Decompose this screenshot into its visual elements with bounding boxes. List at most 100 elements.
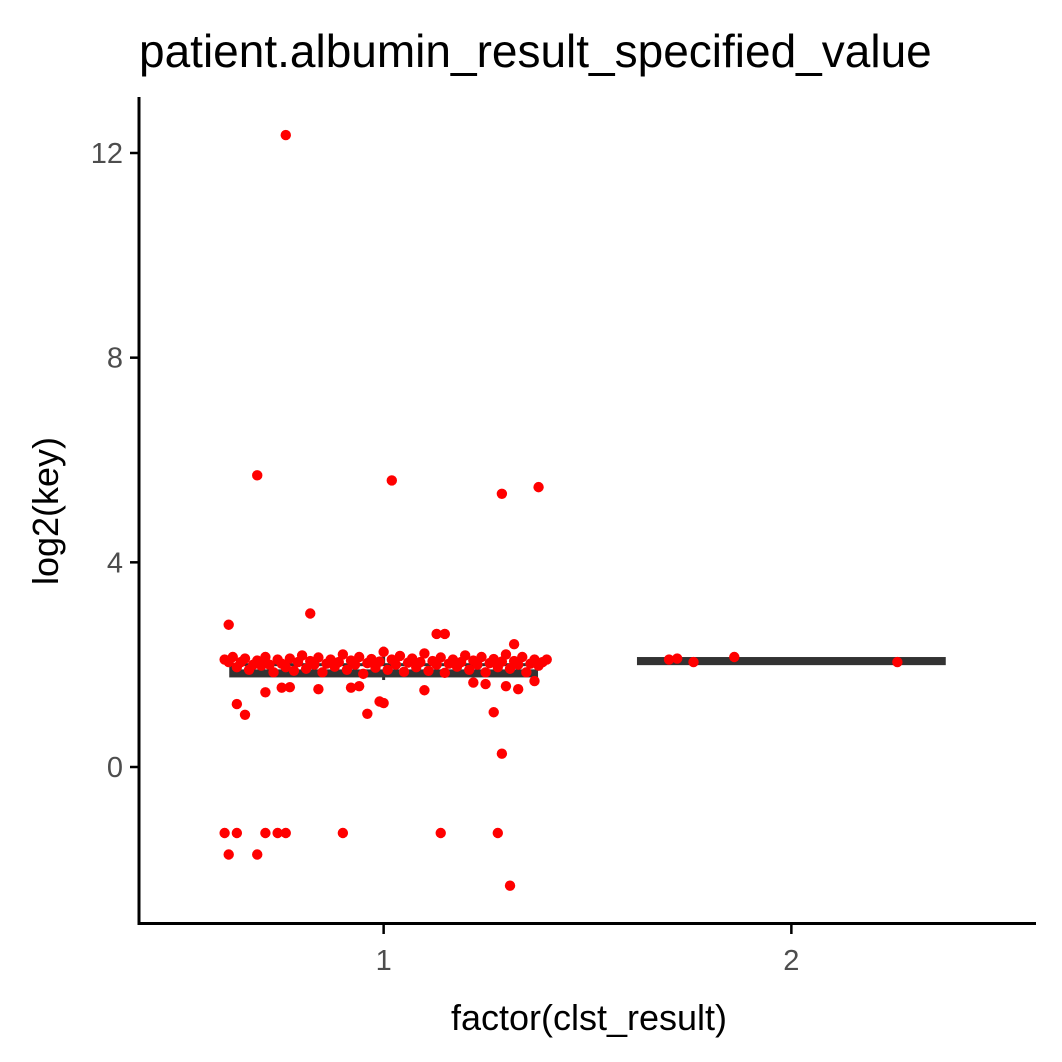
data-point bbox=[349, 659, 361, 670]
data-point bbox=[508, 639, 520, 650]
data-point bbox=[688, 656, 699, 668]
data-point bbox=[517, 651, 528, 663]
y-tick-label: 0 bbox=[107, 752, 123, 784]
data-point bbox=[504, 663, 516, 674]
data-point bbox=[419, 648, 430, 659]
data-point bbox=[500, 649, 512, 660]
data-point bbox=[492, 827, 503, 839]
data-point bbox=[529, 675, 540, 687]
data-point bbox=[496, 748, 508, 759]
data-point bbox=[533, 481, 544, 493]
data-point bbox=[231, 827, 243, 839]
data-point bbox=[415, 656, 426, 668]
data-point bbox=[488, 653, 499, 665]
data-point bbox=[341, 664, 353, 675]
data-point bbox=[476, 651, 487, 663]
data-point bbox=[296, 650, 308, 661]
data-point bbox=[239, 709, 251, 721]
data-point bbox=[378, 646, 389, 658]
y-tick-label: 4 bbox=[107, 547, 123, 579]
data-point bbox=[333, 656, 344, 668]
data-point bbox=[284, 681, 296, 693]
data-point bbox=[268, 667, 279, 678]
data-point bbox=[305, 608, 316, 619]
data-point bbox=[480, 667, 491, 678]
data-point bbox=[406, 653, 418, 664]
chart-title: patient.albumin_result_specified_value bbox=[139, 25, 932, 77]
data-point bbox=[260, 687, 271, 698]
data-point bbox=[459, 650, 471, 661]
data-point bbox=[280, 662, 291, 673]
data-point bbox=[260, 651, 271, 663]
data-point bbox=[374, 656, 385, 667]
data-point bbox=[280, 129, 291, 141]
y-tick-label: 12 bbox=[91, 138, 123, 170]
data-point bbox=[435, 652, 446, 663]
data-point bbox=[504, 880, 516, 891]
data-point bbox=[227, 651, 238, 663]
data-point bbox=[480, 678, 491, 690]
y-tick-label: 8 bbox=[107, 343, 123, 375]
data-point bbox=[512, 684, 524, 695]
x-tick-label: 2 bbox=[783, 945, 799, 977]
data-point bbox=[729, 651, 740, 663]
data-point bbox=[300, 663, 312, 674]
data-point bbox=[313, 652, 324, 663]
data-point bbox=[390, 659, 402, 670]
data-point bbox=[264, 659, 275, 670]
data-point bbox=[488, 707, 499, 718]
data-point bbox=[472, 659, 483, 670]
data-point bbox=[892, 656, 903, 668]
x-axis-title: factor(clst_result) bbox=[451, 997, 727, 1038]
data-point bbox=[423, 665, 434, 677]
data-point bbox=[468, 677, 479, 688]
data-point bbox=[541, 654, 552, 665]
data-point bbox=[252, 849, 263, 860]
data-point bbox=[464, 664, 475, 675]
data-point bbox=[345, 682, 357, 693]
data-point bbox=[337, 649, 349, 660]
data-point bbox=[239, 653, 251, 664]
data-point bbox=[394, 650, 406, 662]
data-point bbox=[313, 684, 324, 695]
data-points bbox=[219, 129, 903, 891]
data-point bbox=[362, 708, 373, 719]
data-point bbox=[382, 664, 393, 675]
data-point bbox=[284, 653, 296, 664]
data-point bbox=[366, 653, 377, 665]
data-point bbox=[431, 628, 442, 640]
data-point bbox=[358, 668, 369, 680]
data-point bbox=[337, 827, 349, 839]
data-point bbox=[521, 667, 532, 678]
plot-area bbox=[219, 129, 946, 891]
data-point bbox=[353, 651, 365, 663]
data-point bbox=[272, 827, 283, 839]
data-point bbox=[374, 696, 385, 707]
data-point bbox=[435, 827, 446, 839]
data-point bbox=[317, 667, 328, 678]
data-point bbox=[280, 827, 291, 839]
data-point bbox=[496, 488, 508, 499]
data-point bbox=[288, 665, 300, 677]
data-point bbox=[398, 666, 410, 678]
data-point bbox=[419, 685, 430, 696]
data-point bbox=[386, 475, 397, 486]
data-point bbox=[256, 660, 267, 671]
data-point bbox=[252, 470, 263, 481]
data-point bbox=[663, 654, 675, 665]
x-tick-label: 1 bbox=[376, 945, 392, 977]
data-point bbox=[512, 659, 524, 670]
data-point bbox=[219, 827, 230, 839]
data-point bbox=[276, 682, 287, 693]
data-point bbox=[223, 849, 234, 860]
y-axis-title: log2(key) bbox=[25, 437, 66, 585]
data-point bbox=[231, 698, 243, 710]
data-point bbox=[439, 667, 450, 679]
data-point bbox=[672, 653, 683, 664]
data-point bbox=[223, 619, 234, 630]
data-point bbox=[500, 680, 512, 692]
data-point bbox=[353, 680, 365, 692]
data-point bbox=[439, 628, 450, 640]
